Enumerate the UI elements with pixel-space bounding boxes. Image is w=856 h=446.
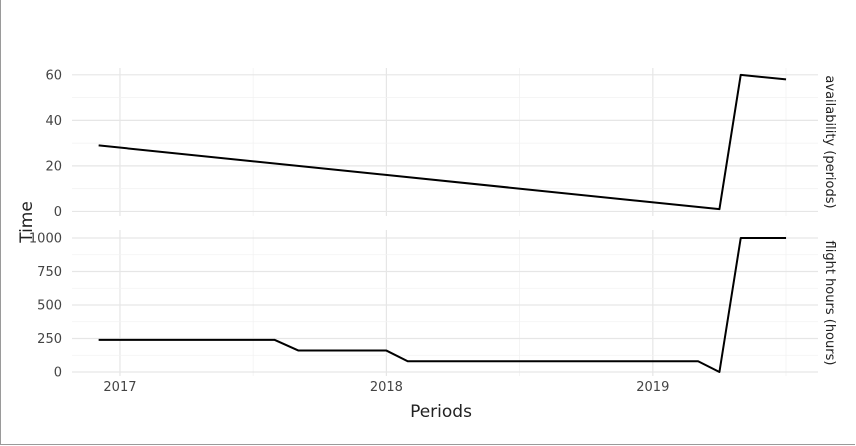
strip-label-flight-hours: flight hours (hours) (822, 241, 837, 366)
x-tick-label: 2017 (103, 380, 136, 395)
strip-label-availability: availability (periods) (822, 75, 837, 208)
y-tick-label: 20 (45, 159, 62, 174)
y-tick-label: 60 (45, 68, 62, 83)
y-tick-label: 0 (54, 205, 62, 220)
y-tick-label: 1000 (29, 232, 62, 247)
y-tick-label: 500 (37, 299, 62, 314)
y-tick-label: 750 (37, 265, 62, 280)
panel-availability: 0 20 40 60 availability (periods) (45, 68, 837, 220)
panel-flight-hours: 0 250 500 750 1000 flight hours (hours) (29, 230, 837, 380)
series-line-availability (98, 73, 787, 211)
y-tick-label: 250 (37, 332, 62, 347)
x-axis-title: Periods (410, 402, 472, 422)
x-axis-ticks: 2017 2018 2019 (103, 380, 669, 395)
x-tick-label: 2019 (636, 380, 669, 395)
y-tick-label: 40 (45, 114, 62, 129)
y-axis-title: Time (17, 201, 37, 244)
x-tick-label: 2018 (370, 380, 403, 395)
y-tick-label: 0 (54, 365, 62, 380)
